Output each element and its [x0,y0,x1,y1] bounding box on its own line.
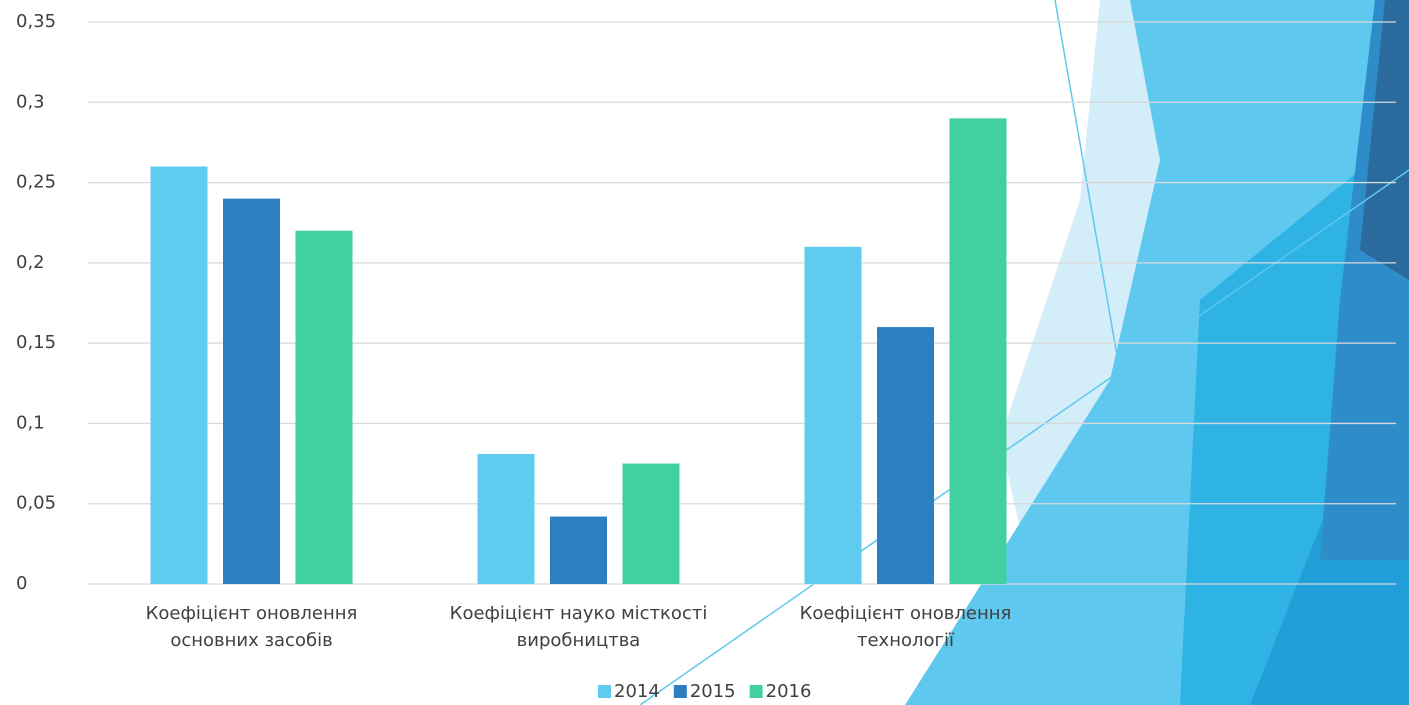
y-tick-label: 0,05 [16,493,56,514]
bar [804,246,862,585]
x-tick-label: Коефіцієнт оновлення основних засобів [145,603,358,651]
legend-swatch [598,685,611,698]
legend-label: 2016 [766,681,812,702]
y-tick-label: 0 [16,573,27,594]
y-tick-label: 0,3 [16,91,45,112]
legend-swatch [673,685,687,698]
legend-label: 2014 [614,681,660,702]
y-tick-label: 0,1 [16,412,45,433]
y-tick-label: 0,25 [16,172,56,193]
y-tick-label: 0,2 [16,252,45,273]
bar [477,453,535,584]
bar [622,463,680,584]
bar [150,166,208,584]
bar [877,327,934,584]
x-tick-label: Коефіцієнт науко місткості виробництва [449,603,708,651]
x-tick-label: Коефіцієнт оновлення технології [799,603,1012,651]
legend-label: 2015 [690,681,736,702]
y-tick-label: 0,35 [16,11,56,32]
bar [223,198,280,584]
bar [949,118,1007,584]
bar [550,516,607,584]
y-tick-label: 0,15 [16,332,56,353]
background-decoration [639,0,1409,705]
legend-swatch [749,685,763,698]
bar [295,230,353,584]
